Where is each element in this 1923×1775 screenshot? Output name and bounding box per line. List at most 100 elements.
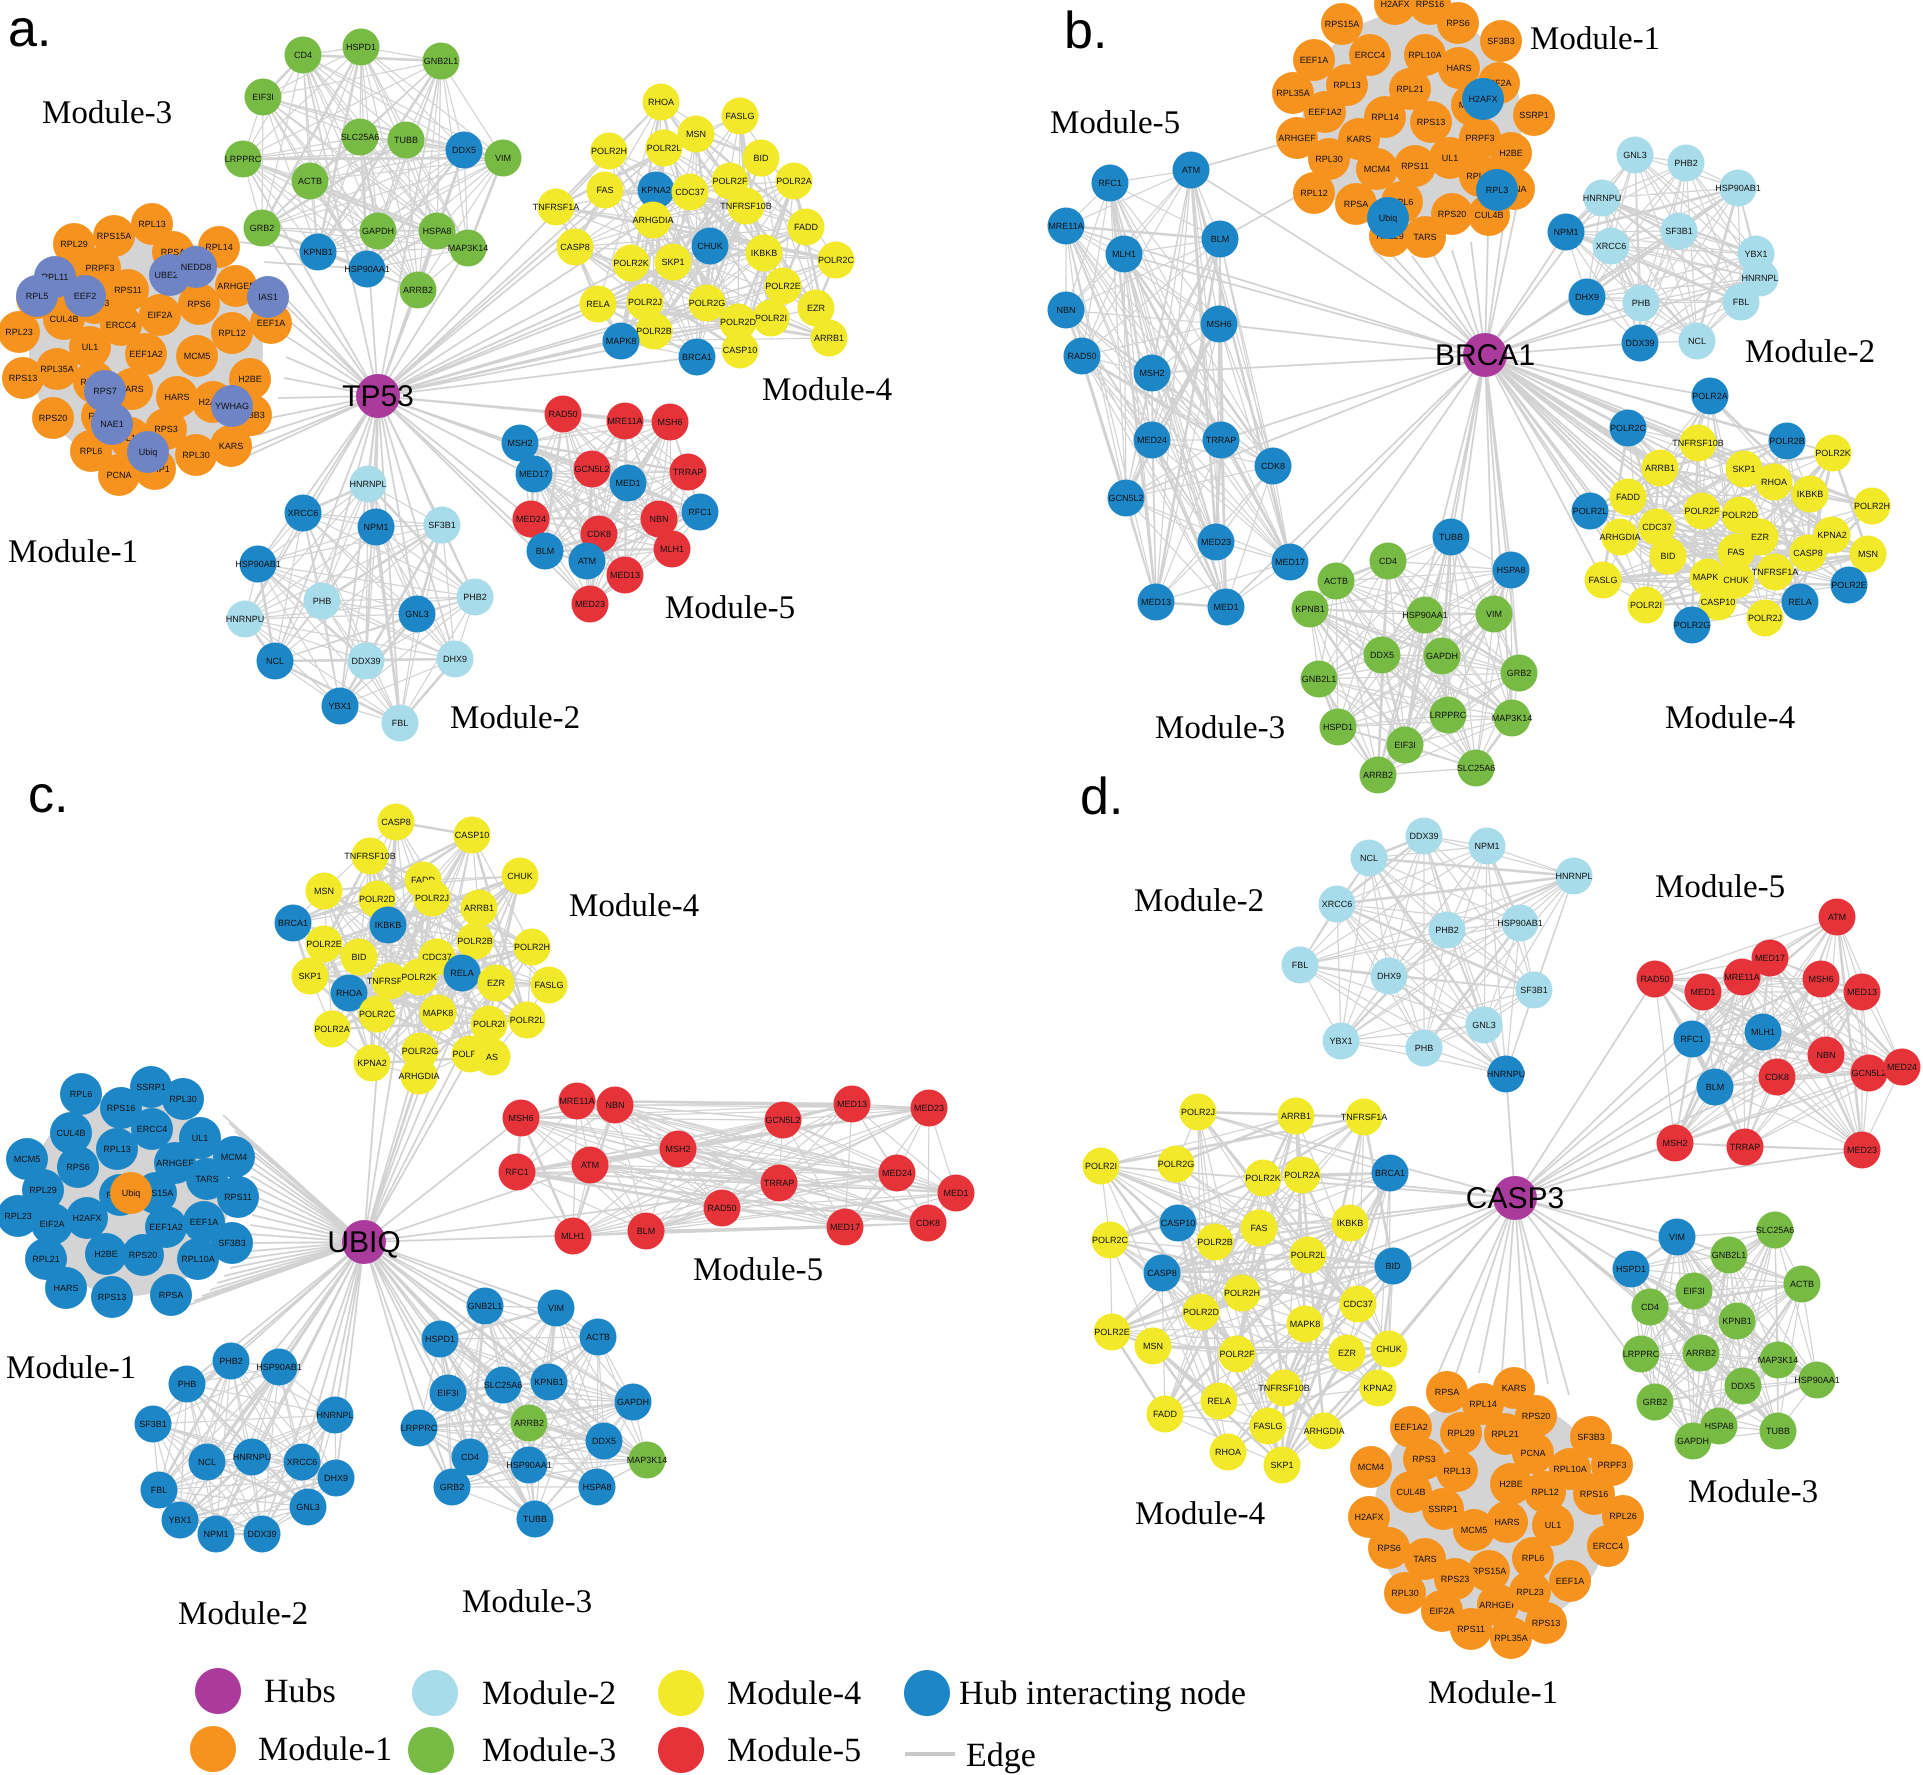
svg-text:ATM: ATM bbox=[1828, 912, 1846, 922]
svg-text:HNRNPU: HNRNPU bbox=[1583, 193, 1622, 203]
svg-text:CD4: CD4 bbox=[1379, 556, 1397, 566]
svg-text:SF3B1: SF3B1 bbox=[1520, 985, 1548, 995]
svg-text:RPS11: RPS11 bbox=[1401, 161, 1429, 171]
svg-text:POLR2L: POLR2L bbox=[510, 1015, 545, 1025]
svg-text:Module-2: Module-2 bbox=[450, 700, 580, 736]
svg-text:RPL13: RPL13 bbox=[1333, 80, 1361, 90]
svg-text:RAD50: RAD50 bbox=[1640, 974, 1669, 984]
svg-text:DDX5: DDX5 bbox=[1370, 650, 1394, 660]
svg-text:Module-4: Module-4 bbox=[569, 888, 699, 924]
svg-text:H2BE: H2BE bbox=[1499, 1479, 1523, 1489]
svg-text:Module-2: Module-2 bbox=[1745, 334, 1875, 370]
svg-text:TRRAP: TRRAP bbox=[673, 467, 704, 477]
svg-text:BID: BID bbox=[1385, 1261, 1401, 1271]
svg-text:RPL6: RPL6 bbox=[80, 446, 103, 456]
svg-text:RPSA: RPSA bbox=[1435, 1387, 1460, 1397]
svg-text:MED17: MED17 bbox=[830, 1222, 860, 1232]
svg-text:PRPF3: PRPF3 bbox=[1465, 133, 1494, 143]
svg-text:DDX5: DDX5 bbox=[452, 145, 476, 155]
svg-text:MRE11A: MRE11A bbox=[1048, 221, 1083, 231]
svg-text:SLC25A6: SLC25A6 bbox=[1756, 1225, 1795, 1235]
svg-text:GNB2L1: GNB2L1 bbox=[1712, 1250, 1747, 1260]
svg-text:CASP8: CASP8 bbox=[381, 817, 411, 827]
svg-text:MLH1: MLH1 bbox=[1112, 249, 1136, 259]
svg-text:ARHGDIA: ARHGDIA bbox=[1303, 1426, 1344, 1436]
svg-text:KARS: KARS bbox=[1502, 1383, 1527, 1393]
svg-text:MSH6: MSH6 bbox=[1808, 974, 1833, 984]
svg-text:CDC37: CDC37 bbox=[675, 187, 705, 197]
svg-text:POLR2B: POLR2B bbox=[457, 936, 493, 946]
svg-text:RPS16: RPS16 bbox=[107, 1103, 136, 1113]
svg-text:SSRP1: SSRP1 bbox=[1519, 110, 1549, 120]
svg-text:b.: b. bbox=[1064, 2, 1107, 60]
svg-text:CD4: CD4 bbox=[461, 1452, 479, 1462]
svg-text:EIF3I: EIF3I bbox=[437, 1388, 459, 1398]
svg-text:TARS: TARS bbox=[1413, 1554, 1436, 1564]
svg-text:HNRNPL: HNRNPL bbox=[1741, 273, 1778, 283]
svg-text:RPL14: RPL14 bbox=[1469, 1399, 1497, 1409]
svg-text:POLR2F: POLR2F bbox=[1684, 506, 1720, 516]
svg-text:TNFRSF1A: TNFRSF1A bbox=[367, 976, 414, 986]
svg-text:KPNA2: KPNA2 bbox=[357, 1058, 387, 1068]
svg-text:RPL23: RPL23 bbox=[1466, 171, 1494, 181]
svg-text:RPL12: RPL12 bbox=[1300, 188, 1328, 198]
svg-text:Module-5: Module-5 bbox=[1655, 869, 1785, 905]
svg-text:FASLG: FASLG bbox=[1588, 575, 1617, 585]
svg-text:GRB2: GRB2 bbox=[440, 1482, 465, 1492]
svg-text:TRRAP: TRRAP bbox=[1206, 435, 1237, 445]
svg-text:MED17: MED17 bbox=[1275, 557, 1305, 567]
svg-text:HSP90AA1: HSP90AA1 bbox=[344, 264, 390, 274]
svg-text:ARRB2: ARRB2 bbox=[403, 285, 433, 295]
svg-text:DDX5: DDX5 bbox=[1731, 1381, 1755, 1391]
svg-text:MLH1: MLH1 bbox=[561, 1231, 585, 1241]
svg-text:Module-2: Module-2 bbox=[482, 1675, 616, 1712]
svg-text:Module-5: Module-5 bbox=[1050, 105, 1180, 141]
svg-text:POLR2K: POLR2K bbox=[1245, 1173, 1281, 1183]
svg-text:MED23: MED23 bbox=[575, 599, 605, 609]
svg-text:RPL29: RPL29 bbox=[29, 1185, 57, 1195]
svg-text:NAE1: NAE1 bbox=[100, 419, 124, 429]
svg-text:HSPA8: HSPA8 bbox=[1497, 565, 1526, 575]
svg-text:RPS16: RPS16 bbox=[1416, 0, 1445, 9]
svg-text:MED1: MED1 bbox=[615, 478, 640, 488]
svg-text:Module-1: Module-1 bbox=[1428, 1675, 1558, 1711]
svg-text:MED13: MED13 bbox=[610, 570, 640, 580]
svg-text:MAPK8: MAPK8 bbox=[1290, 1319, 1321, 1329]
svg-text:Ubiq: Ubiq bbox=[139, 447, 158, 457]
svg-text:ARRB2: ARRB2 bbox=[1686, 1348, 1716, 1358]
svg-text:MED1: MED1 bbox=[1690, 987, 1715, 997]
svg-text:DHX9: DHX9 bbox=[1377, 971, 1401, 981]
svg-text:HSPA8: HSPA8 bbox=[423, 226, 452, 236]
svg-text:POLR2J: POLR2J bbox=[415, 893, 449, 903]
svg-text:CHUK: CHUK bbox=[507, 871, 533, 881]
svg-text:POLR2F: POLR2F bbox=[1219, 1349, 1255, 1359]
svg-text:POLR2K: POLR2K bbox=[401, 972, 437, 982]
svg-text:NPM1: NPM1 bbox=[1553, 227, 1578, 237]
svg-text:TNFRSF10B: TNFRSF10B bbox=[1258, 1383, 1310, 1393]
svg-text:RPS11: RPS11 bbox=[224, 1192, 252, 1202]
svg-text:MED13: MED13 bbox=[837, 1099, 867, 1109]
svg-text:ARHGEF: ARHGEF bbox=[1479, 1600, 1517, 1610]
svg-text:NCL: NCL bbox=[198, 1457, 216, 1467]
svg-text:DHX9: DHX9 bbox=[443, 654, 467, 664]
svg-text:RPL23: RPL23 bbox=[1516, 1587, 1544, 1597]
svg-text:MED23: MED23 bbox=[1201, 537, 1231, 547]
svg-text:POLR2G: POLR2G bbox=[402, 1046, 439, 1056]
svg-text:GCN5L2: GCN5L2 bbox=[574, 464, 609, 474]
svg-text:MED13: MED13 bbox=[1847, 987, 1877, 997]
svg-text:Module-3: Module-3 bbox=[462, 1584, 592, 1620]
svg-text:HSPA8: HSPA8 bbox=[1705, 1421, 1734, 1431]
svg-text:RPS6: RPS6 bbox=[66, 1162, 90, 1172]
svg-text:SF3B3: SF3B3 bbox=[1487, 36, 1515, 46]
svg-text:MCM5: MCM5 bbox=[184, 351, 211, 361]
svg-text:BLM: BLM bbox=[536, 546, 555, 556]
svg-text:PHB: PHB bbox=[313, 596, 332, 606]
svg-text:RPL6: RPL6 bbox=[70, 1089, 93, 1099]
svg-text:FADD: FADD bbox=[1616, 492, 1641, 502]
svg-text:RPL5: RPL5 bbox=[26, 291, 49, 301]
svg-text:TRRAP: TRRAP bbox=[1730, 1142, 1761, 1152]
svg-text:CHUK: CHUK bbox=[1723, 575, 1749, 585]
svg-text:MED13: MED13 bbox=[1141, 597, 1171, 607]
svg-text:MCM4: MCM4 bbox=[1358, 1462, 1385, 1472]
svg-text:HSP90AB1: HSP90AB1 bbox=[1497, 918, 1543, 928]
